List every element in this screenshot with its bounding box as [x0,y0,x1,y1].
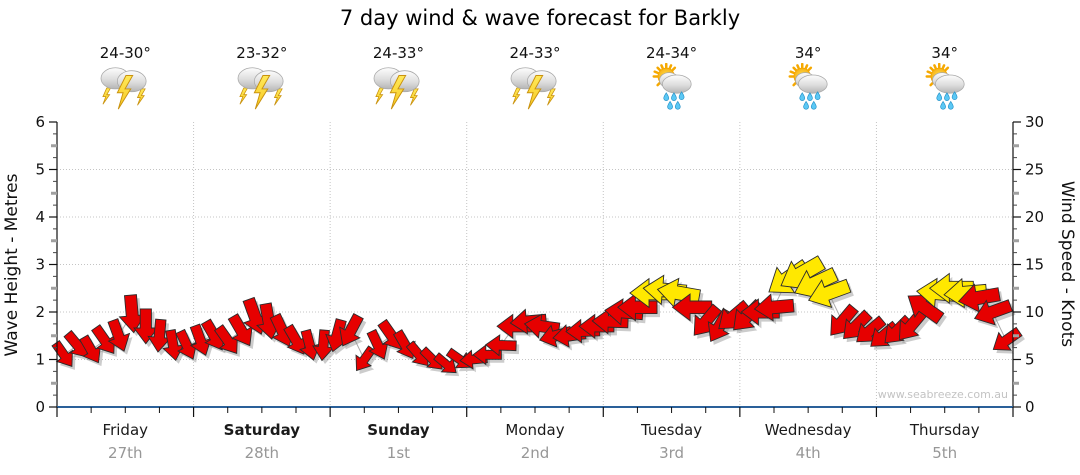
wind-arrow [79,334,101,364]
day-name-label: Wednesday [764,421,852,439]
wind-arrow [366,328,389,360]
day-label-sunday: Sunday 1st [323,421,473,462]
wind-arrow [433,352,457,374]
strong-wind-arrow [807,278,852,308]
left-axis-tick-label: 0 [35,398,45,416]
day-column-thursday: 34° [877,44,1013,115]
wind-arrow [484,334,517,357]
day-date-label: 4th [795,444,821,462]
day-column-sunday: 24-33° [330,44,466,115]
wind-arrow [283,323,307,355]
day-date-label: 1st [386,444,411,462]
wind-arrow [91,324,115,354]
left-axis-tick-label: 1 [35,351,45,369]
wind-arrow [162,328,185,362]
day-column-monday: 24-33° [467,44,603,115]
right-axis-tick-label: 20 [1025,208,1044,226]
wind-arrow [147,318,172,353]
wind-arrow [617,293,658,322]
left-axis-tick-label: 2 [35,303,45,321]
wind-arrow [907,294,945,325]
wind-arrow [189,323,212,356]
day-date-label: 2nd [520,444,550,462]
wind-arrow [175,328,198,360]
day-name-label: Saturday [223,421,301,439]
wind-arrow [227,313,253,347]
wind-arrow [299,328,321,361]
day-column-wednesday: 34° [740,44,876,115]
temperature-range-label: 23-32° [236,44,288,62]
wind-arrows [51,255,1023,374]
axis-ticks [49,121,1021,417]
wind-arrow [957,283,1001,313]
right-axis-tick-label: 15 [1025,256,1044,274]
wind-arrow [973,299,1014,326]
right-axis-tick-label: 30 [1025,113,1044,131]
day-date-label: 3rd [659,444,685,462]
day-label-saturday: Saturday 28th [187,421,337,462]
right-axis-tick-label: 10 [1025,303,1044,321]
day-label-monday: Monday 2nd [460,421,610,462]
day-column-saturday: 23-32° [194,44,330,115]
right-axis-tick-label: 5 [1025,351,1035,369]
temperature-range-label: 24-33° [372,44,424,62]
temperature-range-label: 24-30° [99,44,151,62]
wind-arrow [339,313,364,347]
day-label-thursday: Thursday 5th [870,421,1020,462]
day-name-label: Monday [505,421,565,439]
day-name-label: Friday [102,421,149,439]
watermark: www.seabreeze.com.au [878,388,1008,401]
chart-title: 7 day wind & wave forecast for Barkly [339,6,741,30]
right-axis-tick-label: 0 [1025,398,1035,416]
left-axis-title: Wave Height - Metres [2,173,22,356]
wind-arrow [107,318,131,352]
wind-arrow [118,294,146,334]
axis-tick-labels: 0 1 2 3 4 5 6 0 5 10 15 20 25 30 [35,113,1044,416]
wind-arrow [133,308,159,345]
day-name-label: Tuesday [641,421,703,439]
day-column-friday: 24-30° [57,44,193,115]
day-label-wednesday: Wednesday 4th [733,421,883,462]
day-label-tuesday: Tuesday 3rd [597,421,747,462]
day-label-friday: Friday 27th [50,421,200,462]
temperature-range-label: 24-34° [646,44,698,62]
wind-arrow [992,326,1023,351]
left-axis-tick-label: 4 [35,208,45,226]
temperature-range-label: 34° [794,44,822,62]
gridlines [57,122,1013,407]
day-column-tuesday: 24-34° [604,44,740,115]
wind-arrow [856,315,887,343]
wind-arrow [753,293,795,322]
temperature-range-label: 24-33° [509,44,561,62]
left-axis-tick-label: 5 [35,161,45,179]
temperature-range-label: 34° [931,44,958,62]
day-date-label: 28th [244,444,280,462]
right-axis-title: Wind Speed - Knots [1057,181,1077,347]
right-axis-tick-label: 25 [1025,161,1044,179]
day-date-label: 5th [932,444,958,462]
day-name-label: Sunday [367,421,430,439]
wind-arrow [671,293,713,322]
left-axis-tick-label: 6 [35,113,45,131]
day-name-label: Thursday [909,421,980,439]
day-date-label: 27th [108,444,143,462]
left-axis-tick-label: 3 [35,256,45,274]
